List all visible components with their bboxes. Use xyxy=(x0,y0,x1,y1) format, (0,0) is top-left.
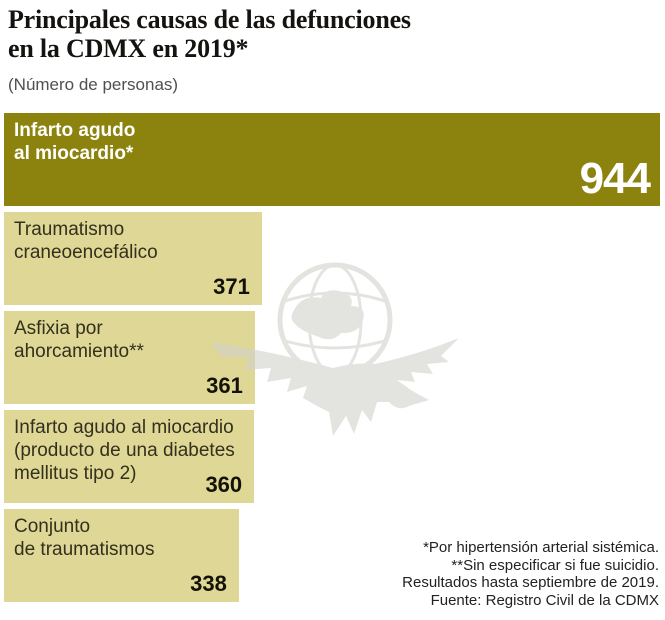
footnote-line: **Sin especificar si fue suicidio. xyxy=(451,556,659,574)
bar-value: 338 xyxy=(190,571,227,596)
chart-subtitle: (Número de personas) xyxy=(8,74,179,94)
bar-value: 361 xyxy=(206,373,243,398)
bar-row: Asfixia por ahorcamiento** 361 xyxy=(4,311,255,404)
footnote-source: Fuente: Registro Civil de la CDMX xyxy=(430,591,659,609)
bar-row: Conjunto de traumatismos 338 xyxy=(4,509,239,602)
footnote-line: Resultados hasta septiembre de 2019. xyxy=(402,574,659,592)
footnotes: *Por hipertensión arterial sistémica. **… xyxy=(402,539,659,609)
chart-header: Principales causas de las defunciones en… xyxy=(8,5,657,95)
bar-value: 371 xyxy=(213,274,250,299)
footnote-line: *Por hipertensión arterial sistémica. xyxy=(423,539,659,556)
bar-row: Infarto agudo al miocardio (producto de … xyxy=(4,410,255,503)
bar-label: Asfixia por ahorcamiento** xyxy=(14,318,144,362)
bar-chart: Infarto agudo al miocardio* 944 Traumati… xyxy=(4,113,660,608)
bar-value: 944 xyxy=(579,154,651,203)
chart-title: Principales causas de las defunciones en… xyxy=(8,5,411,64)
bar-row: Traumatismo craneoencefálico 371 xyxy=(4,212,262,305)
bar-row: Infarto agudo al miocardio* 944 xyxy=(4,113,660,206)
bar-label: Traumatismo craneoencefálico xyxy=(14,219,158,263)
bar-label: Conjunto de traumatismos xyxy=(14,516,155,560)
bar-label: Infarto agudo al miocardio (producto de … xyxy=(14,417,235,484)
bar-label: Infarto agudo al miocardio* xyxy=(14,120,136,164)
bar-value: 360 xyxy=(205,472,243,497)
